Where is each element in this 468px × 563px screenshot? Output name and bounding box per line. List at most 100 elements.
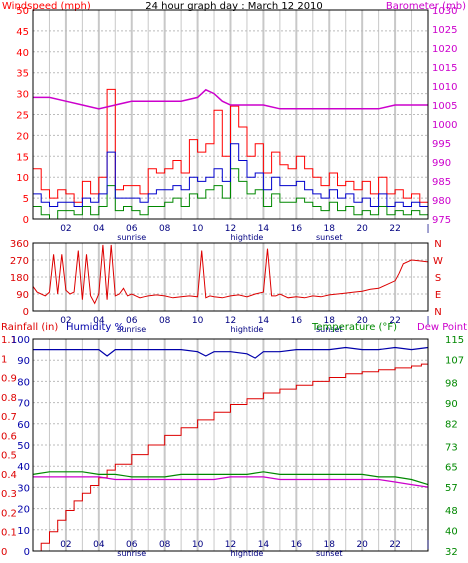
y-tick-label-rain: 0.9 bbox=[1, 374, 17, 385]
y-tick-label-temperature: 115 bbox=[445, 335, 464, 346]
x-tick-label: 12 bbox=[225, 316, 236, 326]
y-tick-label-rain: 0.2 bbox=[1, 508, 17, 519]
y-tick-label-humidity: 0 bbox=[24, 547, 30, 558]
temperature-axis-label: Temperature (°F) bbox=[311, 322, 397, 333]
y-tick-label-temperature: 65 bbox=[445, 463, 458, 474]
panel-wind-frame bbox=[32, 9, 429, 220]
x-tick-label: 10 bbox=[192, 224, 204, 234]
series-rainfall bbox=[33, 363, 429, 552]
event-label-sunrise: sunrise bbox=[117, 325, 146, 334]
x-tick-label: 04 bbox=[93, 316, 105, 326]
y-tick-label-temperature: 90 bbox=[445, 399, 458, 410]
x-tick-label: 16 bbox=[291, 316, 303, 326]
series-windspeed bbox=[33, 88, 429, 203]
y-tick-label-humidity: 90 bbox=[17, 356, 30, 367]
x-tick-label: | bbox=[426, 224, 429, 234]
compass-label: W bbox=[433, 256, 443, 267]
y-tick-label-left: 20 bbox=[16, 131, 29, 142]
x-tick-label: 02 bbox=[60, 540, 71, 550]
y-tick-label-humidity: 40 bbox=[17, 462, 30, 473]
y-tick-label-rain: 0.1 bbox=[1, 528, 17, 539]
y-tick-label-left: 40 bbox=[16, 48, 29, 59]
y-tick-label-temperature: 32 bbox=[445, 547, 458, 558]
series-wind-direction bbox=[32, 244, 429, 305]
x-tick-label: 18 bbox=[324, 540, 336, 550]
y-tick-label-rain: 1 bbox=[1, 354, 7, 365]
series-barometer bbox=[33, 88, 428, 110]
humidity-axis-label: Humidity % bbox=[66, 322, 124, 333]
y-tick-label-humidity: 70 bbox=[17, 399, 30, 410]
x-tick-label: 04 bbox=[93, 224, 105, 234]
panel-rain-frame bbox=[32, 338, 429, 552]
y-tick-label-temperature: 40 bbox=[445, 527, 458, 538]
y-tick-label-right: 1020 bbox=[432, 44, 457, 55]
y-tick-label-direction: 90 bbox=[16, 290, 29, 301]
y-tick-label-humidity: 10 bbox=[17, 526, 30, 537]
y-tick-label-humidity: 100 bbox=[11, 335, 30, 346]
y-tick-label-right: 990 bbox=[432, 158, 451, 169]
y-tick-label-right: 1015 bbox=[432, 63, 457, 74]
compass-label: N bbox=[434, 239, 441, 250]
y-tick-label-rain: 0.6 bbox=[1, 431, 17, 442]
x-tick-label: 02 bbox=[60, 316, 71, 326]
y-tick-label-right: 975 bbox=[432, 215, 451, 226]
x-tick-label: 22 bbox=[389, 316, 400, 326]
y-tick-label-direction: 0 bbox=[23, 307, 29, 318]
x-tick-label: 10 bbox=[192, 316, 204, 326]
y-tick-label-right: 1025 bbox=[432, 25, 457, 36]
compass-label: E bbox=[435, 290, 441, 301]
y-tick-label-right: 1030 bbox=[432, 6, 457, 17]
x-tick-label: 08 bbox=[159, 316, 171, 326]
y-tick-label-humidity: 60 bbox=[17, 420, 30, 431]
series-average-wind bbox=[33, 143, 429, 207]
y-tick-label-right: 1010 bbox=[432, 82, 457, 93]
event-label-sunset: sunset bbox=[316, 325, 343, 334]
y-tick-label-left: 25 bbox=[16, 111, 29, 122]
x-tick-label: 22 bbox=[389, 224, 400, 234]
dewpoint-axis-label: Dew Point bbox=[417, 322, 467, 333]
left-axis-label: Windspeed (mph) bbox=[2, 1, 91, 12]
y-tick-label-direction: 180 bbox=[10, 273, 29, 284]
x-tick-label: 20 bbox=[356, 224, 368, 234]
series-wind-lull bbox=[33, 168, 429, 220]
y-tick-label-temperature: 48 bbox=[445, 506, 458, 517]
event-label-hightide: hightide bbox=[231, 549, 264, 558]
y-tick-label-rain: 1.1 bbox=[1, 335, 17, 346]
graph-title: 24 hour graph day : March 12 2010 bbox=[145, 1, 323, 12]
event-label-sunrise: sunrise bbox=[117, 233, 146, 242]
y-tick-label-left: 10 bbox=[16, 173, 29, 184]
y-tick-label-temperature: 73 bbox=[445, 442, 458, 453]
x-tick-label: 18 bbox=[324, 316, 336, 326]
y-tick-label-rain: 0.3 bbox=[1, 489, 17, 500]
y-tick-label-temperature: 57 bbox=[445, 483, 458, 494]
x-tick-label: 08 bbox=[159, 224, 171, 234]
y-tick-label-right: 1000 bbox=[432, 120, 457, 131]
x-tick-label: 14 bbox=[258, 224, 270, 234]
y-tick-label-left: 15 bbox=[16, 152, 29, 163]
y-tick-label-temperature: 107 bbox=[445, 355, 464, 366]
y-tick-label-left: 0 bbox=[23, 215, 29, 226]
y-tick-label-rain: 0.4 bbox=[1, 470, 17, 481]
event-label-sunset: sunset bbox=[316, 233, 343, 242]
x-tick-label: 20 bbox=[356, 540, 368, 550]
y-tick-label-temperature: 98 bbox=[445, 378, 458, 389]
y-tick-label-right: 1005 bbox=[432, 101, 457, 112]
series-humidity bbox=[33, 346, 429, 359]
x-tick-label: 20 bbox=[356, 316, 368, 326]
y-tick-label-left: 50 bbox=[16, 6, 29, 17]
y-tick-label-left: 35 bbox=[16, 69, 29, 80]
y-tick-label-left: 30 bbox=[16, 90, 29, 101]
x-tick-label: 12 bbox=[225, 224, 236, 234]
right-axis-label: Barometer (mb) bbox=[386, 1, 466, 12]
y-tick-label-humidity: 50 bbox=[17, 441, 30, 452]
y-tick-label-humidity: 30 bbox=[17, 483, 30, 494]
y-tick-label-temperature: 82 bbox=[445, 419, 458, 430]
y-tick-label-direction: 270 bbox=[10, 256, 29, 267]
event-label-sunrise: sunrise bbox=[117, 549, 146, 558]
x-tick-label: 10 bbox=[192, 540, 204, 550]
x-tick-label: 06 bbox=[126, 540, 138, 550]
y-tick-label-rain: 0 bbox=[1, 547, 7, 558]
event-label-hightide: hightide bbox=[231, 233, 264, 242]
